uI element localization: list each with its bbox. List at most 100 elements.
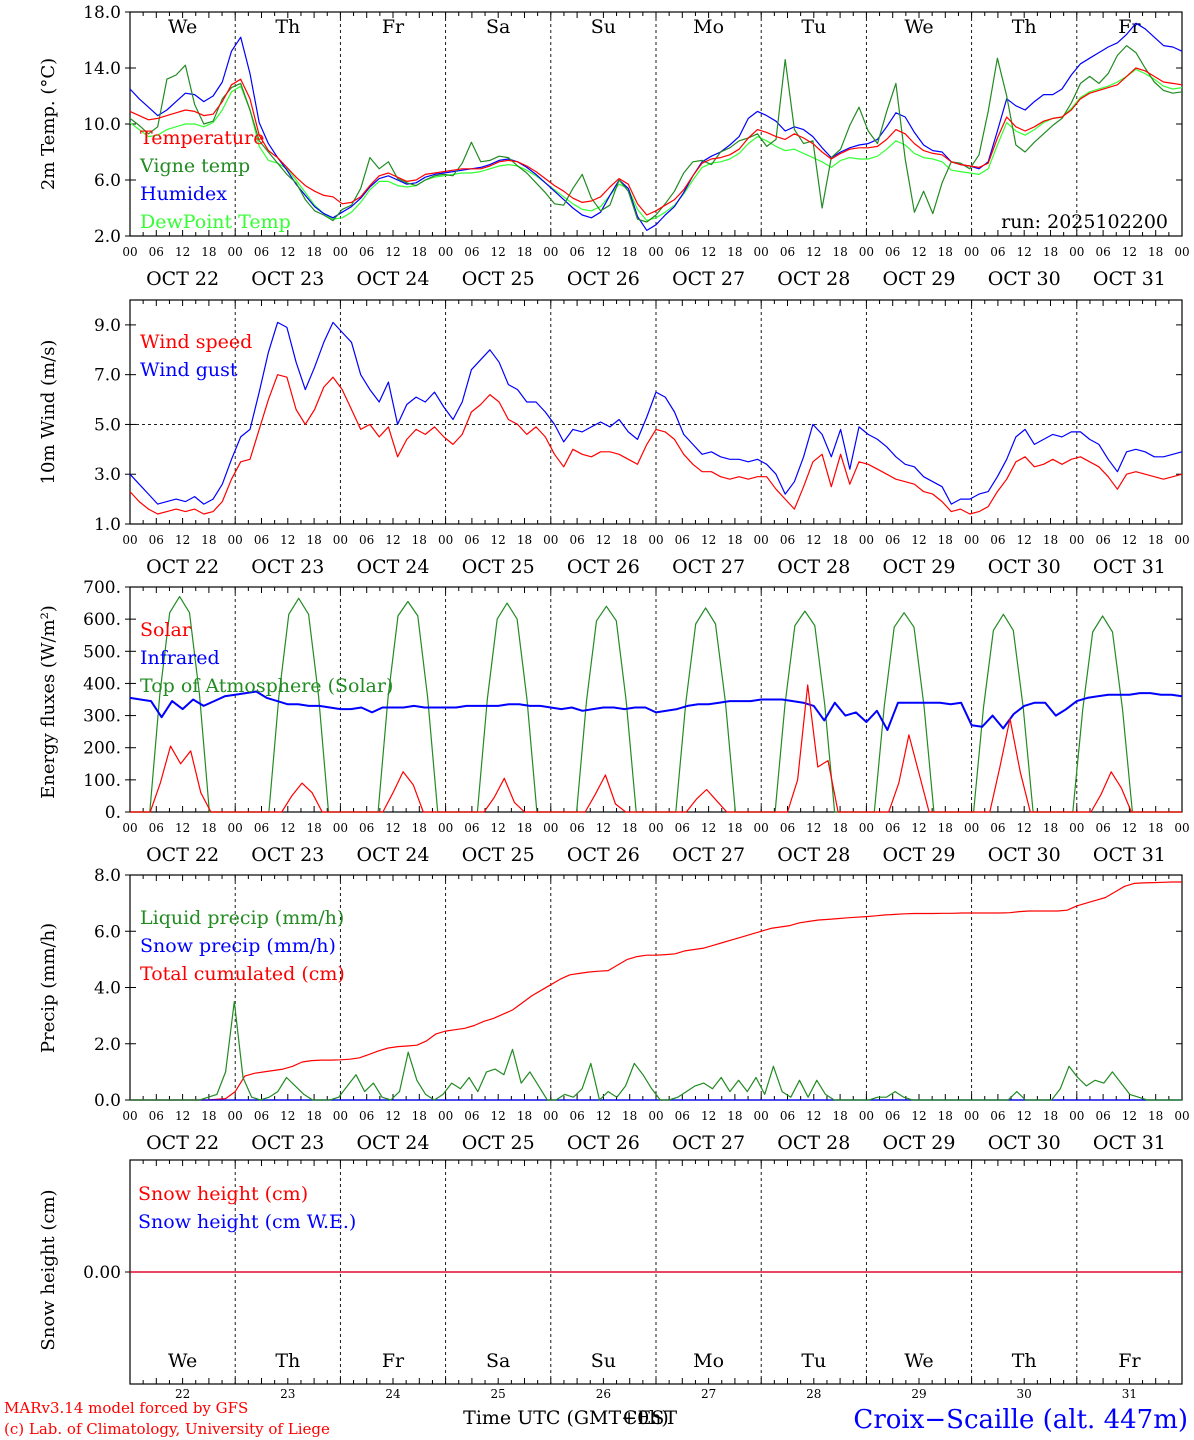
precip-hour-label: 18 [1148, 1109, 1163, 1123]
precip-hour-label: 12 [491, 1109, 506, 1123]
energy-legend-entry: Top of Atmosphere (Solar) [140, 675, 393, 697]
wind-date-label: OCT 30 [988, 556, 1061, 578]
energy-hour-label: 00 [1174, 821, 1189, 835]
temp-hour-label: 06 [1095, 245, 1110, 259]
wind-frame [129, 299, 1183, 525]
temp-series-line [129, 68, 1183, 222]
temp-legend-entry: DewPoint Temp [140, 211, 291, 233]
temp-hour-label: 18 [412, 245, 427, 259]
precip-hour-label: 12 [385, 1109, 400, 1123]
temp-date-label: OCT 22 [146, 268, 219, 290]
temp-weekday-label: Th [1012, 16, 1037, 38]
temp-series-line [129, 44, 1183, 223]
energy-hour-label: 12 [175, 821, 190, 835]
snow-weekday-label: Fr [1118, 1350, 1141, 1372]
temp-hour-label: 00 [333, 245, 348, 259]
run-label: run: 2025102200 [1001, 211, 1168, 233]
wind-hour-label: 06 [359, 533, 374, 547]
temp-hour-label: 12 [701, 245, 716, 259]
precip-date-label: OCT 24 [356, 1132, 429, 1154]
temp-y-tick-label: 18.0 [83, 3, 121, 23]
precip-legend-entry: Snow precip (mm/h) [140, 935, 336, 957]
precip-hour-label: 00 [438, 1109, 453, 1123]
station-name: Croix−Scaille (alt. 447m) [853, 1405, 1188, 1435]
energy-y-tick-label: 100. [83, 771, 121, 791]
temp-y-axis-title: 2m Temp. (°C) [38, 58, 59, 190]
wind-hour-label: 00 [228, 533, 243, 547]
energy-date-label: OCT 30 [988, 844, 1061, 866]
wind-hour-label: 00 [438, 533, 453, 547]
snow-day-number: 29 [911, 1387, 926, 1401]
snow-weekday-label: Su [591, 1350, 616, 1372]
precip-hour-label: 12 [1017, 1109, 1032, 1123]
precip-hour-label: 12 [911, 1109, 926, 1123]
precip-hour-label: 06 [990, 1109, 1005, 1123]
wind-hour-label: 06 [780, 533, 795, 547]
energy-hour-label: 06 [464, 821, 479, 835]
wind-hour-label: 18 [306, 533, 321, 547]
energy-hour-label: 00 [438, 821, 453, 835]
temp-weekday-label: Th [275, 16, 300, 38]
snow-day-number: 30 [1017, 1387, 1032, 1401]
precip-hour-label: 00 [333, 1109, 348, 1123]
energy-hour-label: 12 [806, 821, 821, 835]
wind-series-line [129, 321, 1183, 505]
temp-hour-label: 06 [990, 245, 1005, 259]
precip-hour-label: 18 [201, 1109, 216, 1123]
energy-hour-label: 18 [1043, 821, 1058, 835]
energy-y-tick-label: 700. [83, 578, 121, 598]
snow-day-number: 26 [596, 1387, 611, 1401]
energy-date-label: OCT 26 [567, 844, 640, 866]
wind-hour-label: 12 [911, 533, 926, 547]
snow-day-number: 23 [280, 1387, 295, 1401]
snow-weekday-label: Mo [693, 1350, 724, 1372]
energy-date-label: OCT 23 [251, 844, 324, 866]
wind-hour-label: 00 [964, 533, 979, 547]
temp-hour-label: 18 [1148, 245, 1163, 259]
wind-date-label: OCT 25 [462, 556, 535, 578]
temp-y-tick-label: 10.0 [83, 115, 121, 135]
snow-day-number: 27 [701, 1387, 716, 1401]
snow-y-tick-label: 0.00 [83, 1263, 121, 1283]
wind-date-label: OCT 26 [567, 556, 640, 578]
energy-hour-label: 00 [754, 821, 769, 835]
precip-hour-label: 12 [1122, 1109, 1137, 1123]
wind-hour-label: 00 [859, 533, 874, 547]
temp-y-tick-label: 14.0 [83, 59, 121, 79]
energy-hour-label: 12 [701, 821, 716, 835]
precip-hour-label: 00 [648, 1109, 663, 1123]
temp-weekday-label: We [904, 16, 933, 38]
precip-hour-label: 12 [175, 1109, 190, 1123]
snow-day-number: 25 [491, 1387, 506, 1401]
energy-hour-label: 18 [832, 821, 847, 835]
energy-hour-label: 00 [964, 821, 979, 835]
wind-hour-label: 00 [122, 533, 137, 547]
precip-date-label: OCT 28 [777, 1132, 850, 1154]
precip-series-line [130, 881, 1182, 1101]
wind-hour-label: 06 [254, 533, 269, 547]
snow-weekday-label: Fr [382, 1350, 405, 1372]
wind-hour-label: 00 [333, 533, 348, 547]
energy-hour-label: 06 [569, 821, 584, 835]
wind-hour-label: 06 [990, 533, 1005, 547]
energy-date-label: OCT 27 [672, 844, 745, 866]
precip-y-tick-label: 0.0 [94, 1091, 121, 1111]
temp-hour-label: 00 [122, 245, 137, 259]
wind-hour-label: 18 [201, 533, 216, 547]
precip-date-label: OCT 30 [988, 1132, 1061, 1154]
wind-date-label: OCT 29 [882, 556, 955, 578]
temp-weekday-label: Tu [801, 16, 826, 38]
wind-hour-label: 18 [938, 533, 953, 547]
snow-day-number: 22 [175, 1387, 190, 1401]
precip-hour-label: 12 [596, 1109, 611, 1123]
snow-weekday-label: We [168, 1350, 197, 1372]
temp-hour-label: 12 [175, 245, 190, 259]
snow-weekday-label: Tu [801, 1350, 826, 1372]
precip-hour-label: 12 [806, 1109, 821, 1123]
energy-hour-label: 06 [675, 821, 690, 835]
precip-hour-label: 00 [228, 1109, 243, 1123]
precip-y-tick-label: 8.0 [94, 866, 121, 886]
precip-y-tick-label: 6.0 [94, 922, 121, 942]
temp-hour-label: 06 [359, 245, 374, 259]
temp-hour-label: 18 [622, 245, 637, 259]
